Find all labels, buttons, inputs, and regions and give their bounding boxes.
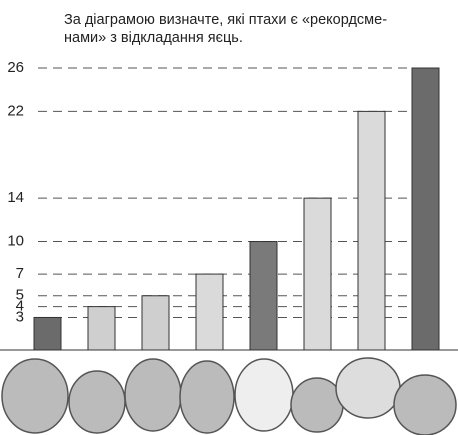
bird-tit [290, 377, 344, 433]
chart-title: нами» з відкладання яєць. [64, 30, 243, 46]
bird-partridge [335, 357, 401, 419]
bird-duck [234, 358, 294, 432]
bird-pictures [1, 357, 457, 435]
y-tick-label: 3 [16, 308, 24, 325]
y-tick-label: 4 [16, 298, 24, 315]
bird-woodpecker [179, 360, 235, 434]
bar [249, 241, 278, 351]
bar [303, 197, 332, 351]
y-tick-label: 14 [7, 189, 24, 206]
y-tick-label: 10 [7, 233, 24, 250]
bird-sparrow [68, 370, 126, 434]
y-tick-label: 7 [16, 265, 24, 282]
bar [357, 110, 386, 351]
y-tick-label: 5 [16, 287, 24, 304]
y-tick-label: 22 [7, 102, 24, 119]
y-tick-label: 26 [7, 59, 24, 76]
chart-title: За діаграмою визначте, які птахи є «реко… [64, 12, 387, 28]
bar [141, 295, 170, 351]
bar [33, 316, 62, 351]
bar [195, 273, 224, 351]
bar [411, 67, 440, 351]
bar [87, 306, 116, 351]
bird-pheasant [393, 374, 457, 435]
bird-swallow [124, 358, 182, 432]
bird-owl [1, 358, 69, 434]
